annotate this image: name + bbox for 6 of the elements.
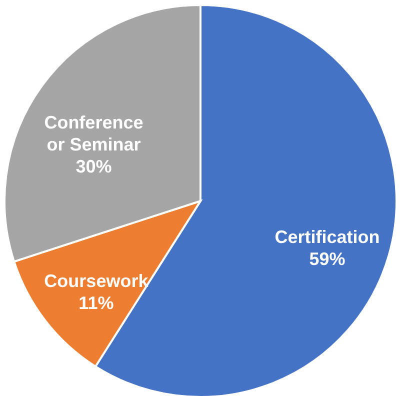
data-label: 11% [78,292,114,313]
data-label: 59% [309,248,346,269]
slice-label: Coursework [44,270,150,291]
slice-label: Certification [274,226,380,247]
slice-label: Conference or Seminar [44,112,144,154]
data-label: 30% [76,156,112,176]
